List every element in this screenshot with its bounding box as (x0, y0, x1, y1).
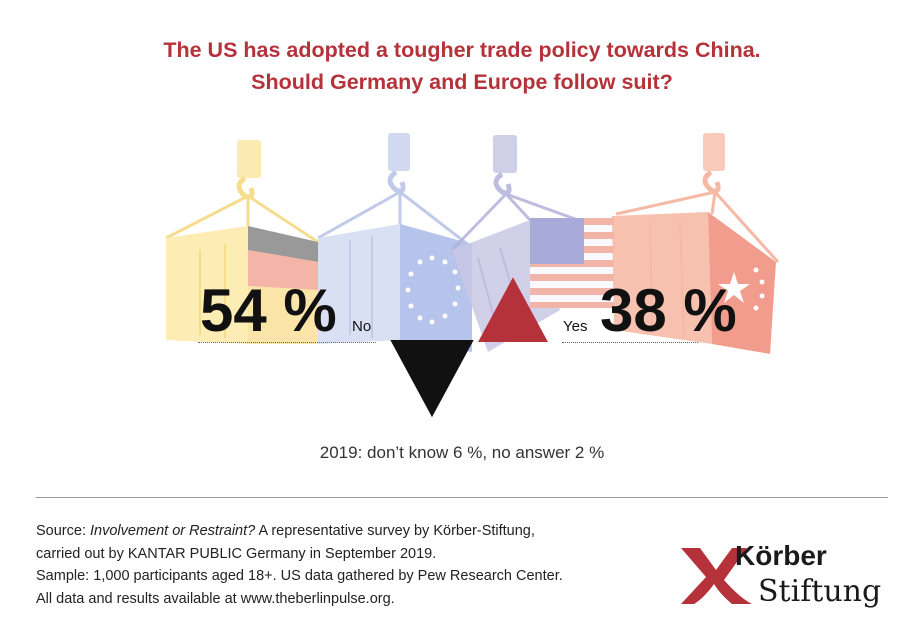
chart-title: The US has adopted a tougher trade polic… (0, 34, 924, 98)
yes-percentage: 38 % (600, 277, 737, 344)
yes-underline (562, 342, 698, 343)
koerber-logo-mark (681, 548, 752, 604)
title-line-2: Should Germany and Europe follow suit? (251, 70, 673, 94)
no-percentage: 54 % (200, 277, 337, 344)
source-line-2: carried out by KANTAR PUBLIC Germany in … (36, 545, 437, 562)
source-text: Source: Involvement or Restraint? A repr… (36, 520, 656, 610)
title-line-1: The US has adopted a tougher trade polic… (163, 38, 761, 62)
survey-note: 2019: don’t know 6 %, no answer 2 % (319, 443, 605, 462)
source-prefix: Source: (36, 523, 90, 539)
source-line-1: Source: Involvement or Restraint? A repr… (36, 520, 656, 543)
source-line-4: All data and results available at www.th… (36, 590, 395, 607)
divider (36, 497, 888, 498)
yes-label: Yes (563, 318, 588, 335)
no-label: No (352, 318, 372, 335)
no-result-triangle (390, 340, 474, 418)
yellow-container-illustration (165, 140, 319, 344)
china-container-illustration (612, 133, 780, 354)
source-study-title: Involvement or Restraint? (90, 523, 256, 539)
logo-word-koerber: Körber (735, 540, 827, 571)
logo-word-stiftung: Stiftung (758, 574, 882, 609)
eu-container-illustration (317, 133, 472, 352)
no-underline (198, 342, 376, 343)
yes-result-triangle (478, 277, 548, 342)
source-line-3: Sample: 1,000 participants aged 18+. US … (36, 568, 563, 584)
source-line-1-rest: A representative survey by Körber-Stiftu… (255, 523, 535, 539)
